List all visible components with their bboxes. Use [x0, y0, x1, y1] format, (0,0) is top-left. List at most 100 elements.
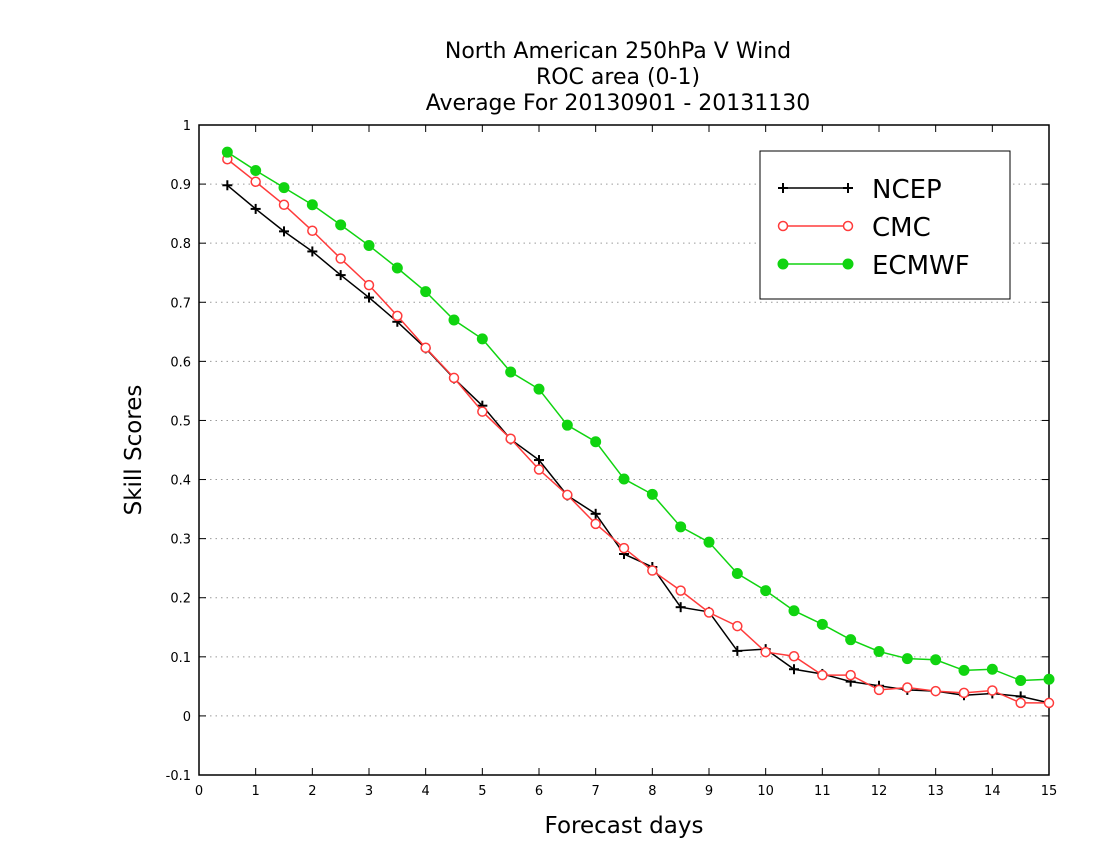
data-point-cmc — [1015, 697, 1026, 709]
title-line-1: North American 250hPa V Wind — [445, 39, 791, 64]
x-tick-label: 13 — [927, 784, 944, 799]
plot-frame — [198, 124, 1050, 776]
legend-item-ncep: NCEP — [778, 175, 942, 205]
title-line-2: ROC area (0-1) — [536, 65, 700, 90]
x-tick-label: 2 — [308, 784, 316, 799]
series-ecmwf — [221, 146, 1055, 686]
x-tick-label: 3 — [365, 784, 373, 799]
series-cmc — [222, 154, 1055, 709]
y-tick-label: 0.5 — [170, 414, 191, 429]
data-point-ecmwf — [618, 473, 630, 485]
data-point-cmc — [420, 342, 431, 354]
data-point-ecmwf — [590, 436, 602, 448]
legend: NCEP CMC ECMWF — [759, 150, 1011, 300]
data-point-ecmwf — [675, 521, 687, 533]
data-point-cmc — [930, 685, 941, 697]
x-tick-label: 6 — [535, 784, 543, 799]
legend-marker-ecmwf — [777, 258, 789, 270]
data-point-cmc — [902, 682, 913, 693]
y-tick-label: 0.4 — [170, 474, 191, 489]
x-tick-label: 8 — [648, 784, 656, 799]
legend-marker-ncep — [843, 183, 853, 193]
data-point-ncep — [534, 455, 544, 466]
data-point-ecmwf — [505, 366, 517, 378]
legend-label-ncep: NCEP — [872, 175, 942, 205]
x-tick-label: 12 — [871, 784, 888, 799]
y-axis-label: Skill Scores — [121, 385, 147, 516]
y-tick-label: -0.1 — [166, 769, 191, 784]
x-tick-label: 10 — [757, 784, 774, 799]
data-point-ecmwf — [845, 634, 857, 646]
y-tick-label: 0.8 — [170, 237, 191, 252]
data-point-cmc — [873, 684, 885, 696]
data-point-cmc — [817, 669, 828, 681]
data-point-cmc — [760, 646, 771, 658]
data-point-ecmwf — [1015, 674, 1027, 686]
x-tick-label: 9 — [705, 784, 713, 799]
y-tick-label: 0.6 — [170, 355, 191, 370]
data-point-cmc — [477, 406, 488, 417]
data-point-ecmwf — [986, 663, 998, 675]
data-point-ncep — [789, 664, 799, 675]
data-point-ecmwf — [731, 568, 743, 579]
legend-item-cmc: CMC — [777, 213, 931, 243]
legend-marker-cmc — [842, 220, 854, 232]
axis-ticks: -0.100.10.20.30.40.50.60.70.80.910 1 2 3 4 5 6… — [166, 119, 1058, 799]
y-tick-label: 0.1 — [170, 651, 191, 666]
data-point-cmc — [307, 225, 318, 237]
data-point-ecmwf — [788, 605, 800, 617]
data-point-ncep — [732, 645, 743, 656]
y-tick-label: 0 — [183, 710, 191, 725]
data-point-ecmwf — [760, 585, 772, 597]
data-point-cmc — [845, 669, 856, 681]
legend-marker-cmc — [777, 220, 789, 232]
data-point-ncep — [307, 246, 318, 257]
data-point-cmc — [675, 585, 686, 596]
data-point-cmc — [1043, 697, 1055, 709]
x-tick-label: 4 — [422, 784, 430, 799]
y-tick-label: 0.7 — [170, 296, 191, 311]
data-point-cmc — [392, 310, 403, 322]
data-point-ecmwf — [816, 618, 828, 630]
legend-marker-ncep — [778, 183, 788, 193]
data-point-cmc — [647, 565, 658, 576]
data-point-cmc — [590, 518, 601, 530]
x-tick-label: 14 — [984, 784, 1001, 799]
legend-box — [759, 150, 1011, 300]
data-point-cmc — [703, 607, 715, 618]
data-point-ecmwf — [873, 646, 885, 657]
title-line-3: Average For 20130901 - 20131130 — [426, 91, 811, 116]
data-point-cmc — [958, 687, 970, 699]
legend-marker-ecmwf — [842, 258, 854, 270]
data-point-ecmwf — [448, 314, 460, 326]
data-point-ncep — [222, 180, 233, 191]
data-point-ecmwf — [561, 419, 573, 431]
data-point-ncep — [590, 508, 601, 519]
data-point-ecmwf — [901, 653, 913, 665]
data-point-cmc — [278, 199, 290, 211]
data-point-cmc — [788, 650, 800, 662]
data-point-cmc — [250, 176, 261, 187]
y-tick-label: 0.2 — [170, 592, 191, 607]
data-point-ecmwf — [703, 536, 715, 548]
x-tick-label: 0 — [195, 784, 203, 799]
data-point-ecmwf — [306, 199, 318, 211]
x-axis-label: Forecast days — [545, 813, 704, 839]
data-point-ecmwf — [363, 240, 375, 252]
y-tick-label: 0.3 — [170, 533, 191, 548]
data-point-cmc — [335, 253, 346, 264]
data-point-ncep — [250, 203, 261, 214]
series-layer — [221, 146, 1055, 709]
data-point-ncep — [364, 292, 374, 303]
legend-label-ecmwf: ECMWF — [872, 251, 970, 281]
x-tick-label: 1 — [252, 784, 260, 799]
chart-title: North American 250hPa V Wind ROC area (0… — [426, 39, 811, 116]
x-tick-label: 5 — [478, 784, 486, 799]
data-point-ecmwf — [958, 664, 970, 676]
data-point-ncep — [279, 226, 289, 237]
data-point-cmc — [363, 279, 375, 291]
data-point-cmc — [732, 620, 743, 632]
data-point-ecmwf — [646, 488, 658, 500]
data-point-ecmwf — [250, 165, 262, 176]
